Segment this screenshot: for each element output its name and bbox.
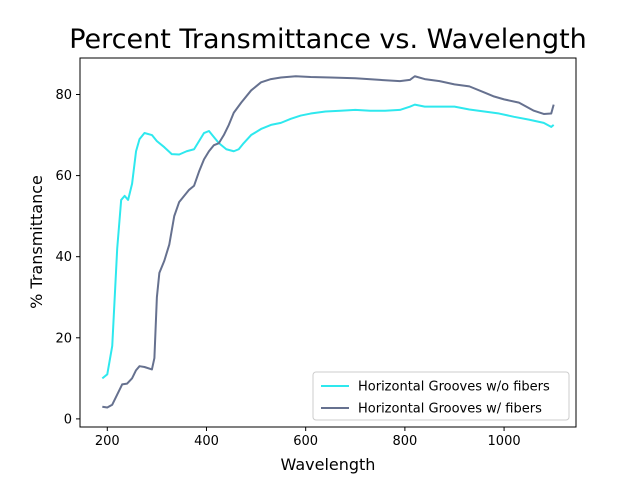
x-axis-ticks: 200 400 600 800 1000 xyxy=(95,427,521,449)
x-axis-title: Wavelength xyxy=(281,455,376,474)
plot-area: 200 400 600 800 1000 0 20 40 60 80 xyxy=(55,57,577,449)
y-tick-label: 60 xyxy=(55,169,72,184)
x-tick-label: 800 xyxy=(392,434,417,449)
y-tick-label: 40 xyxy=(55,250,72,265)
x-tick-label: 400 xyxy=(194,434,219,449)
y-tick-label: 20 xyxy=(55,331,72,346)
x-tick-label: 200 xyxy=(95,434,120,449)
y-tick-label: 80 xyxy=(55,88,72,103)
series-group xyxy=(101,75,555,409)
plot-frame xyxy=(79,57,577,428)
legend-label-without-fibers: Horizontal Grooves w/o fibers xyxy=(358,380,550,395)
chart-title: Percent Transmittance vs. Wavelength xyxy=(69,24,587,55)
x-tick-label: 600 xyxy=(293,434,318,449)
legend: Horizontal Grooves w/o fibers Horizontal… xyxy=(312,371,570,421)
y-tick-label: 0 xyxy=(64,412,72,427)
legend-box xyxy=(312,371,570,421)
series-line-0 xyxy=(101,103,555,380)
y-axis-title: % Transmittance xyxy=(27,175,46,309)
legend-label-with-fibers: Horizontal Grooves w/ fibers xyxy=(358,402,542,417)
y-axis-ticks: 0 20 40 60 80 xyxy=(55,88,80,427)
x-tick-label: 1000 xyxy=(488,434,521,449)
series-line-1 xyxy=(102,75,555,409)
